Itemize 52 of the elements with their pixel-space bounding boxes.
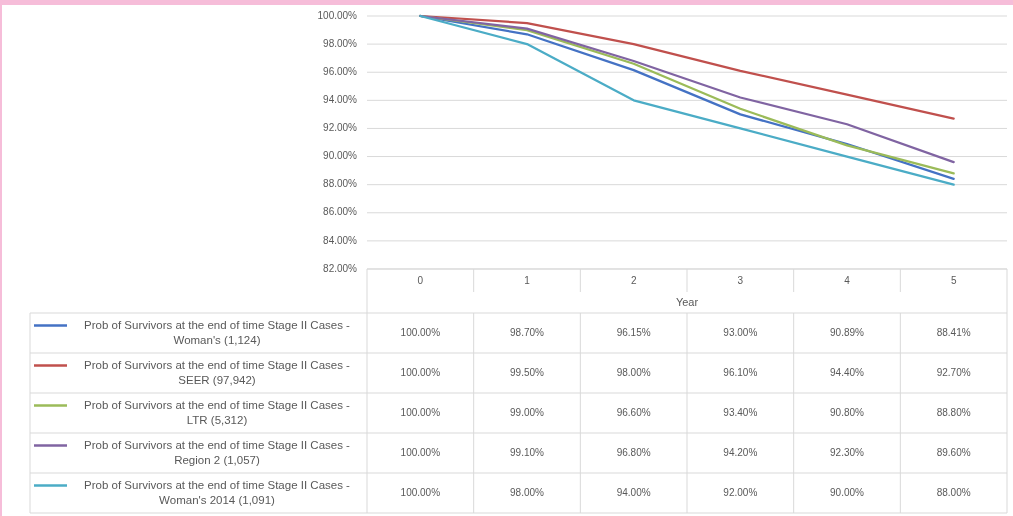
- data-label: 88.00%: [936, 486, 971, 498]
- data-label: 98.70%: [510, 326, 545, 338]
- data-label: 96.10%: [723, 366, 758, 378]
- legend-label: Prob of Survivors at the end of time Stage II Cases - LTR (5,312): [84, 398, 351, 426]
- y-tick-label: 82.00%: [323, 262, 358, 274]
- legend-label: Prob of Survivors at the end of time Stage II Cases - Woman's (1,124): [84, 318, 351, 346]
- data-label: 94.40%: [830, 366, 865, 378]
- x-tick-label: 5: [950, 275, 957, 287]
- y-tick-label: 94.00%: [323, 93, 358, 105]
- y-tick-label: 88.00%: [323, 178, 358, 190]
- y-tick-label: 100.00%: [317, 9, 358, 21]
- x-tick-label: 2: [630, 275, 637, 287]
- x-tick-label: 1: [524, 275, 531, 287]
- y-tick-label: 84.00%: [323, 234, 358, 246]
- y-tick-label: 90.00%: [323, 150, 358, 162]
- data-label: 90.80%: [830, 406, 865, 418]
- data-label: 93.00%: [723, 326, 758, 338]
- x-tick-label: 4: [844, 275, 851, 287]
- x-tick-label: 0: [417, 275, 424, 287]
- y-tick-label: 86.00%: [323, 206, 358, 218]
- data-label: 99.50%: [510, 366, 545, 378]
- data-label: 92.70%: [936, 366, 971, 378]
- data-label: 99.00%: [510, 406, 545, 418]
- data-label: 100.00%: [400, 326, 441, 338]
- data-label: 98.00%: [616, 366, 651, 378]
- data-label: 92.00%: [723, 486, 758, 498]
- legend-label: Prob of Survivors at the end of time Stage II Cases - Woman's 2014 (1,091): [84, 478, 351, 506]
- data-label: 100.00%: [400, 446, 441, 458]
- data-label: 98.00%: [510, 486, 545, 498]
- data-label: 100.00%: [400, 366, 441, 378]
- data-label: 96.80%: [616, 446, 651, 458]
- y-tick-label: 98.00%: [323, 37, 358, 49]
- data-label: 96.60%: [616, 406, 651, 418]
- y-tick-label: 96.00%: [323, 65, 358, 77]
- data-label: 94.20%: [723, 446, 758, 458]
- data-label: 88.80%: [936, 406, 971, 418]
- data-label: 90.89%: [830, 326, 865, 338]
- data-label: 88.41%: [936, 326, 971, 338]
- data-label: 92.30%: [830, 446, 865, 458]
- data-label: 99.10%: [510, 446, 545, 458]
- data-label: 93.40%: [723, 406, 758, 418]
- data-label: 94.00%: [616, 486, 651, 498]
- y-tick-label: 92.00%: [323, 122, 358, 134]
- x-axis-title: Year: [675, 296, 699, 309]
- data-label: 89.60%: [936, 446, 971, 458]
- data-label: 96.15%: [616, 326, 651, 338]
- legend-label: Prob of Survivors at the end of time Stage II Cases - Region 2 (1,057): [84, 438, 351, 466]
- data-label: 90.00%: [830, 486, 865, 498]
- data-label: 100.00%: [400, 406, 441, 418]
- legend-label: Prob of Survivors at the end of time Stage II Cases - SEER (97,942): [84, 358, 351, 386]
- data-label: 100.00%: [400, 486, 441, 498]
- x-tick-label: 3: [737, 275, 744, 287]
